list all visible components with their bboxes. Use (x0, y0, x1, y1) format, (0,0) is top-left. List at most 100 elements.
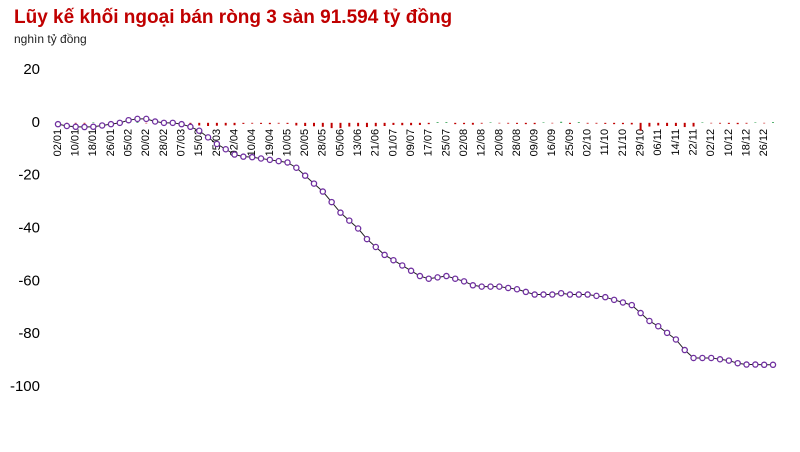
y-tick-label: 20 (23, 61, 40, 78)
point (628, 301, 636, 309)
chart-subtitle: nghìn tỷ đồng (14, 32, 87, 46)
bar (312, 122, 315, 127)
point (363, 235, 371, 243)
point (319, 188, 327, 195)
point (248, 153, 256, 161)
bar (136, 122, 139, 123)
point (381, 251, 388, 259)
point (478, 283, 485, 290)
bar (74, 122, 77, 124)
point (310, 180, 318, 187)
point (346, 217, 353, 224)
point (116, 119, 124, 127)
point (187, 123, 194, 131)
point (284, 159, 291, 166)
point (690, 354, 697, 362)
point (407, 267, 415, 275)
bar (198, 122, 201, 126)
bar (489, 122, 492, 123)
point (584, 291, 591, 298)
point (654, 322, 662, 330)
point (469, 282, 477, 289)
bar (648, 122, 651, 127)
point (593, 292, 600, 300)
y-tick-label: 0 (32, 114, 40, 131)
point (760, 361, 768, 369)
x-tick-label: 14/11 (670, 129, 682, 156)
bar (666, 122, 669, 127)
point (646, 317, 653, 325)
point (504, 284, 512, 292)
x-tick-label: 29/10 (634, 129, 646, 157)
bar (471, 122, 474, 125)
bar (304, 122, 307, 127)
bar (604, 122, 607, 124)
x-tick-label: 10/12 (723, 129, 735, 157)
x-tick-label: 26/12 (758, 129, 770, 157)
point (107, 120, 115, 128)
point (72, 123, 79, 131)
x-tick-label: 07/03 (175, 129, 187, 157)
point (699, 354, 706, 362)
point (752, 361, 759, 368)
x-tick-label: 25/07 (440, 129, 452, 157)
bar (454, 122, 457, 125)
point (240, 153, 247, 160)
bar (330, 122, 333, 129)
bar (613, 122, 616, 125)
bar (630, 122, 633, 125)
point (266, 156, 274, 164)
point (98, 122, 106, 129)
point (557, 289, 565, 297)
point (390, 256, 397, 264)
point (125, 116, 132, 124)
point (522, 288, 530, 296)
x-tick-label: 28/02 (158, 129, 170, 157)
bar (745, 122, 748, 124)
x-tick-label: 12/08 (476, 129, 488, 157)
point (160, 119, 168, 127)
point (602, 293, 609, 301)
point (81, 123, 88, 131)
x-tick-label: 02/04 (228, 129, 240, 157)
x-tick-label: 21/06 (370, 129, 382, 157)
point (372, 243, 380, 251)
bar (401, 122, 404, 126)
bar (392, 122, 395, 125)
point (399, 262, 406, 269)
x-tick-label: 01/07 (387, 129, 399, 157)
bar (145, 122, 148, 124)
bar (374, 122, 377, 127)
point (90, 123, 97, 131)
y-tick-label: -60 (18, 272, 40, 289)
bar (507, 122, 510, 124)
bar (242, 122, 245, 124)
bar (357, 122, 360, 127)
point (328, 198, 335, 206)
x-tick-label: 20/05 (299, 129, 311, 157)
y-tick-label: -20 (18, 167, 40, 184)
bar (701, 122, 704, 123)
point (204, 134, 212, 141)
x-tick-label: 26/01 (105, 129, 117, 157)
bar (410, 122, 413, 126)
point (337, 209, 344, 216)
point (169, 119, 177, 127)
bar (268, 122, 271, 125)
x-tick-label: 18/01 (87, 129, 99, 157)
line (57, 118, 774, 366)
x-tick-label: 10/01 (70, 129, 82, 157)
x-tick-label: 02/10 (582, 129, 594, 157)
bar (277, 122, 280, 124)
point (637, 309, 644, 317)
bar (286, 122, 289, 124)
bar (736, 122, 739, 125)
bar (516, 122, 519, 124)
bar (295, 122, 298, 126)
point (566, 291, 574, 298)
bar (427, 122, 430, 125)
bar (727, 122, 730, 124)
bar (719, 122, 722, 124)
point (725, 357, 733, 364)
